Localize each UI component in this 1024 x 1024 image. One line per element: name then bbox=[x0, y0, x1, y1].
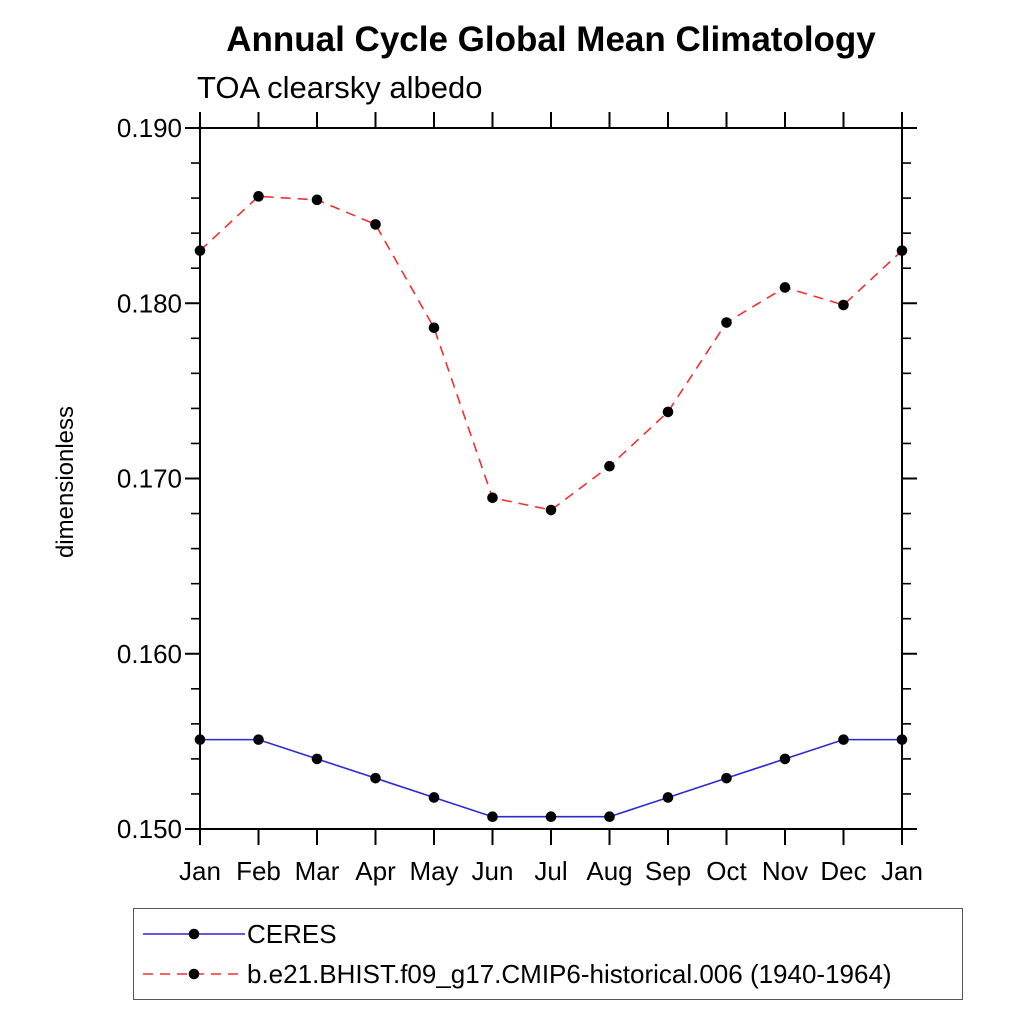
data-point-marker bbox=[370, 772, 381, 784]
data-point-marker bbox=[604, 460, 615, 472]
x-tick-label: Jun bbox=[472, 856, 514, 886]
legend-swatch-marker bbox=[188, 968, 200, 979]
data-point-marker bbox=[428, 792, 440, 803]
x-tick-label: May bbox=[409, 856, 458, 886]
data-point-marker bbox=[428, 322, 440, 334]
series-line-ceres bbox=[200, 738, 902, 818]
legend-entry-ceres: CERES bbox=[134, 920, 962, 948]
legend-label-model: b.e21.BHIST.f09_g17.CMIP6-historical.006… bbox=[247, 958, 892, 989]
data-point-marker bbox=[487, 811, 498, 823]
data-point-marker bbox=[896, 245, 908, 256]
x-tick-label: Jan bbox=[881, 856, 923, 886]
series-line-model bbox=[199, 195, 903, 511]
x-tick-label: Sep bbox=[645, 856, 691, 886]
chart-subtitle: TOA clearsky albedo bbox=[197, 70, 483, 105]
y-tick-label: 0.190 bbox=[117, 113, 182, 143]
data-point-marker bbox=[721, 317, 732, 328]
axis-frame bbox=[199, 127, 903, 830]
data-point-marker bbox=[662, 792, 674, 803]
chart-title: Annual Cycle Global Mean Climatology bbox=[226, 20, 876, 59]
data-point-marker bbox=[721, 772, 732, 784]
x-tick-label: Dec bbox=[820, 856, 866, 886]
legend-entry-model: b.e21.BHIST.f09_g17.CMIP6-historical.006… bbox=[134, 960, 962, 988]
data-point-marker bbox=[545, 811, 557, 823]
legend: CERES b.e21.BHIST.f09_g17.CMIP6-historic… bbox=[133, 908, 963, 1000]
data-point-marker bbox=[311, 194, 323, 206]
x-tick-label: Oct bbox=[706, 856, 747, 886]
y-tick-label: 0.180 bbox=[117, 288, 182, 318]
data-point-marker bbox=[253, 734, 264, 745]
data-point-marker bbox=[779, 282, 791, 293]
data-point-marker bbox=[779, 753, 791, 765]
data-point-marker bbox=[253, 191, 264, 202]
data-point-marker bbox=[194, 734, 206, 745]
x-tick-label: Mar bbox=[295, 856, 340, 886]
data-point-marker bbox=[545, 504, 557, 516]
legend-label-ceres: CERES bbox=[247, 919, 337, 950]
x-tick-label: Feb bbox=[236, 856, 281, 886]
data-point-marker bbox=[838, 299, 849, 311]
x-tick-label: Jan bbox=[179, 856, 221, 886]
data-point-marker bbox=[838, 734, 849, 745]
data-point-marker bbox=[604, 811, 615, 823]
ceres-line-marker-icon bbox=[143, 929, 245, 940]
data-point-marker bbox=[896, 734, 908, 745]
data-point-marker bbox=[487, 492, 498, 504]
data-point-marker bbox=[311, 753, 323, 765]
y-tick-label: 0.170 bbox=[117, 464, 182, 494]
x-tick-label: Apr bbox=[355, 856, 396, 886]
x-tick-label: Jul bbox=[534, 856, 567, 886]
x-tick-label: Nov bbox=[762, 856, 808, 886]
data-point-marker bbox=[662, 406, 674, 418]
model-dashed-line-marker-icon bbox=[143, 968, 245, 979]
x-tick-label: Aug bbox=[586, 856, 632, 886]
data-point-marker bbox=[194, 245, 206, 256]
data-point-marker bbox=[370, 219, 381, 230]
legend-swatch-marker bbox=[188, 929, 200, 940]
y-tick-label: 0.150 bbox=[117, 814, 182, 844]
y-tick-label: 0.160 bbox=[117, 639, 182, 669]
